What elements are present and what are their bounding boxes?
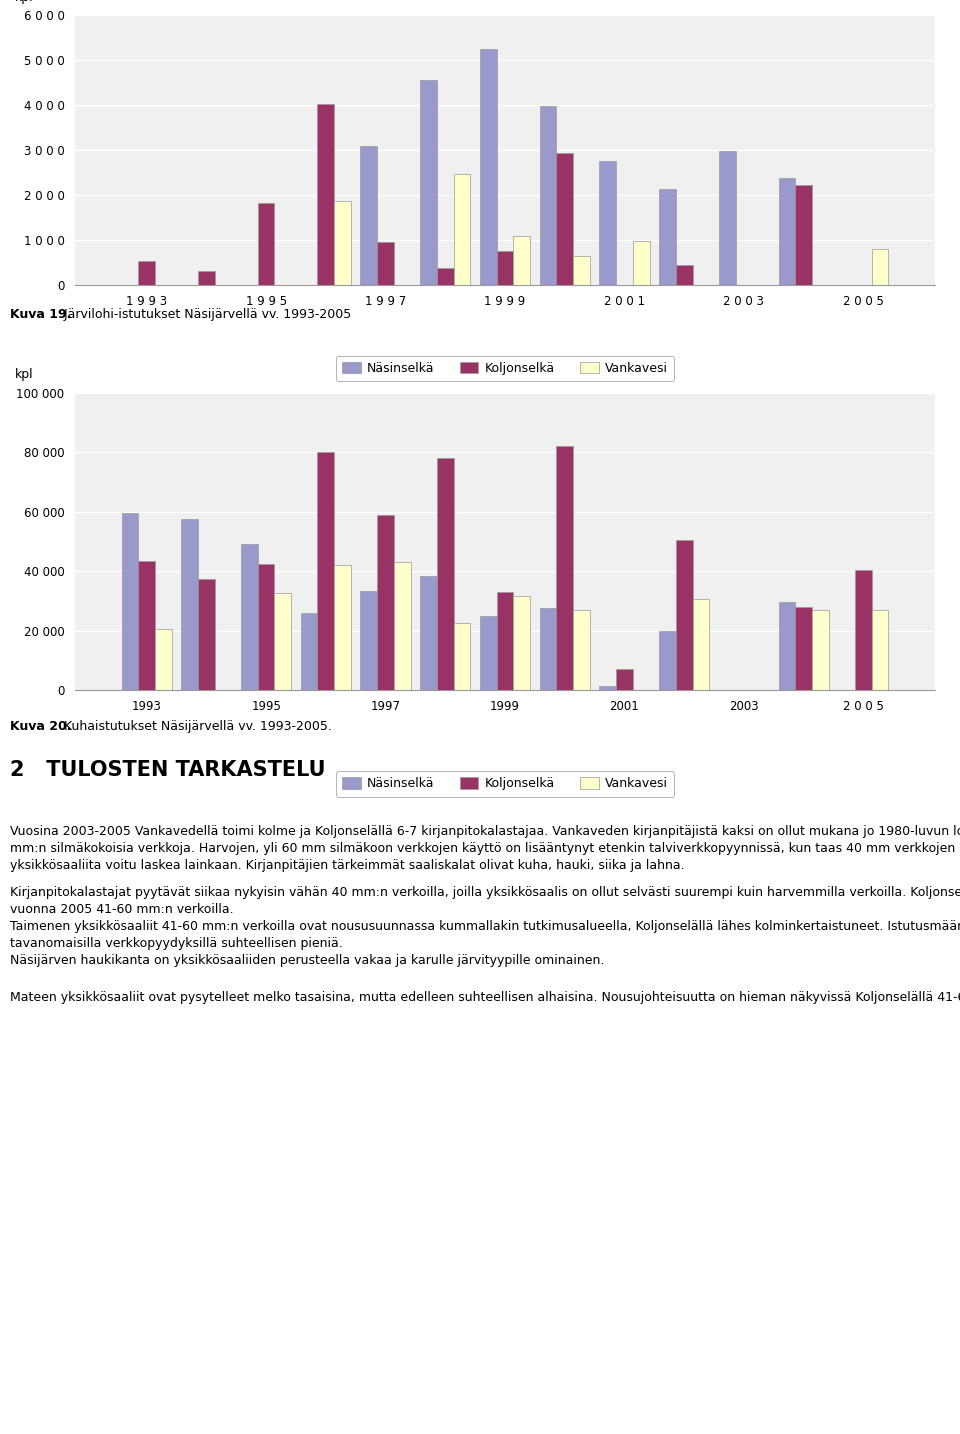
Bar [557, 152, 573, 285]
Text: kpl: kpl [14, 0, 34, 4]
Bar [660, 189, 676, 285]
Bar [377, 242, 394, 285]
Bar [676, 265, 692, 285]
Bar [138, 261, 155, 285]
Bar [437, 268, 454, 285]
Bar [454, 624, 470, 690]
Bar [779, 178, 795, 285]
Legend: Näsinselkä, Koljonselkä, Vankavesi: Näsinselkä, Koljonselkä, Vankavesi [336, 356, 674, 381]
Bar [394, 562, 411, 690]
Text: Kirjanpitokalastajat pyytävät siikaa nykyisin vähän 40 mm:n verkoilla, joilla yk: Kirjanpitokalastajat pyytävät siikaa nyk… [10, 886, 960, 899]
Bar [855, 569, 872, 690]
Bar [599, 687, 616, 690]
Bar [872, 250, 888, 285]
Text: 2   TULOSTEN TARKASTELU: 2 TULOSTEN TARKASTELU [10, 760, 325, 780]
Text: Vuosina 2003-2005 Vankavedellä toimi kolme ja Koljonselällä 6-7 kirjanpitokalast: Vuosina 2003-2005 Vankavedellä toimi kol… [10, 825, 960, 837]
Bar [480, 49, 496, 285]
Text: tavanomaisilla verkkopyydyksillä suhteellisen pieniä.: tavanomaisilla verkkopyydyksillä suhteel… [10, 936, 343, 949]
Bar [198, 271, 215, 285]
Bar [420, 575, 437, 690]
Text: Mateen yksikkösaaliit ovat pysytelleet melko tasaisina, mutta edelleen suhteelli: Mateen yksikkösaaliit ovat pysytelleet m… [10, 991, 960, 1004]
Bar [795, 607, 812, 690]
Bar [138, 561, 155, 690]
Text: yksikkösaaliita voitu laskea lainkaan. Kirjanpitäjien tärkeimmät saaliskalat oli: yksikkösaaliita voitu laskea lainkaan. K… [10, 859, 684, 872]
Bar [122, 513, 138, 690]
Bar [660, 631, 676, 690]
Bar [300, 612, 318, 690]
Bar [437, 459, 454, 690]
Bar [676, 541, 692, 690]
Text: Kuva 20.: Kuva 20. [10, 720, 71, 733]
Bar [241, 545, 257, 690]
Bar [420, 80, 437, 285]
Bar [257, 564, 275, 690]
Bar [540, 106, 557, 285]
Bar [599, 161, 616, 285]
Text: Kuhaistutukset Näsijärvellä vv. 1993-2005.: Kuhaistutukset Näsijärvellä vv. 1993-200… [60, 720, 332, 733]
Bar [872, 609, 888, 690]
Legend: Näsinselkä, Koljonselkä, Vankavesi: Näsinselkä, Koljonselkä, Vankavesi [336, 771, 674, 797]
Bar [573, 257, 589, 285]
Bar [480, 615, 496, 690]
Bar [181, 519, 198, 690]
Bar [318, 452, 334, 690]
Bar [514, 597, 530, 690]
Bar [275, 594, 291, 690]
Bar [719, 151, 735, 285]
Bar [454, 175, 470, 285]
Bar [496, 592, 514, 690]
Bar [557, 446, 573, 690]
Bar [779, 602, 795, 690]
Text: Näsijärven haukikanta on yksikkösaaliiden perusteella vakaa ja karulle järvityyp: Näsijärven haukikanta on yksikkösaaliide… [10, 954, 605, 967]
Bar [616, 670, 633, 690]
Bar [795, 185, 812, 285]
Text: vuonna 2005 41-60 mm:n verkoilla.: vuonna 2005 41-60 mm:n verkoilla. [10, 903, 233, 916]
Bar [257, 204, 275, 285]
Bar [514, 235, 530, 285]
Text: mm:n silmäkokoisia verkkoja. Harvojen, yli 60 mm silmäkoon verkkojen käyttö on l: mm:n silmäkokoisia verkkoja. Harvojen, y… [10, 842, 960, 855]
Bar [573, 609, 589, 690]
Bar [633, 241, 650, 285]
Bar [812, 609, 828, 690]
Bar [198, 579, 215, 690]
Bar [692, 599, 709, 690]
Text: kpl: kpl [14, 369, 34, 381]
Bar [334, 201, 351, 285]
Bar [377, 515, 394, 690]
Bar [496, 251, 514, 285]
Text: Järvilohi-istutukset Näsijärvellä vv. 1993-2005: Järvilohi-istutukset Näsijärvellä vv. 19… [60, 308, 351, 321]
Text: Taimenen yksikkösaaliit 41-60 mm:n verkoilla ovat noususuunnassa kummallakin tut: Taimenen yksikkösaaliit 41-60 mm:n verko… [10, 921, 960, 934]
Bar [360, 591, 377, 690]
Bar [155, 630, 172, 690]
Bar [540, 608, 557, 690]
Bar [334, 565, 351, 690]
Bar [360, 145, 377, 285]
Text: Kuva 19.: Kuva 19. [10, 308, 71, 321]
Bar [318, 105, 334, 285]
